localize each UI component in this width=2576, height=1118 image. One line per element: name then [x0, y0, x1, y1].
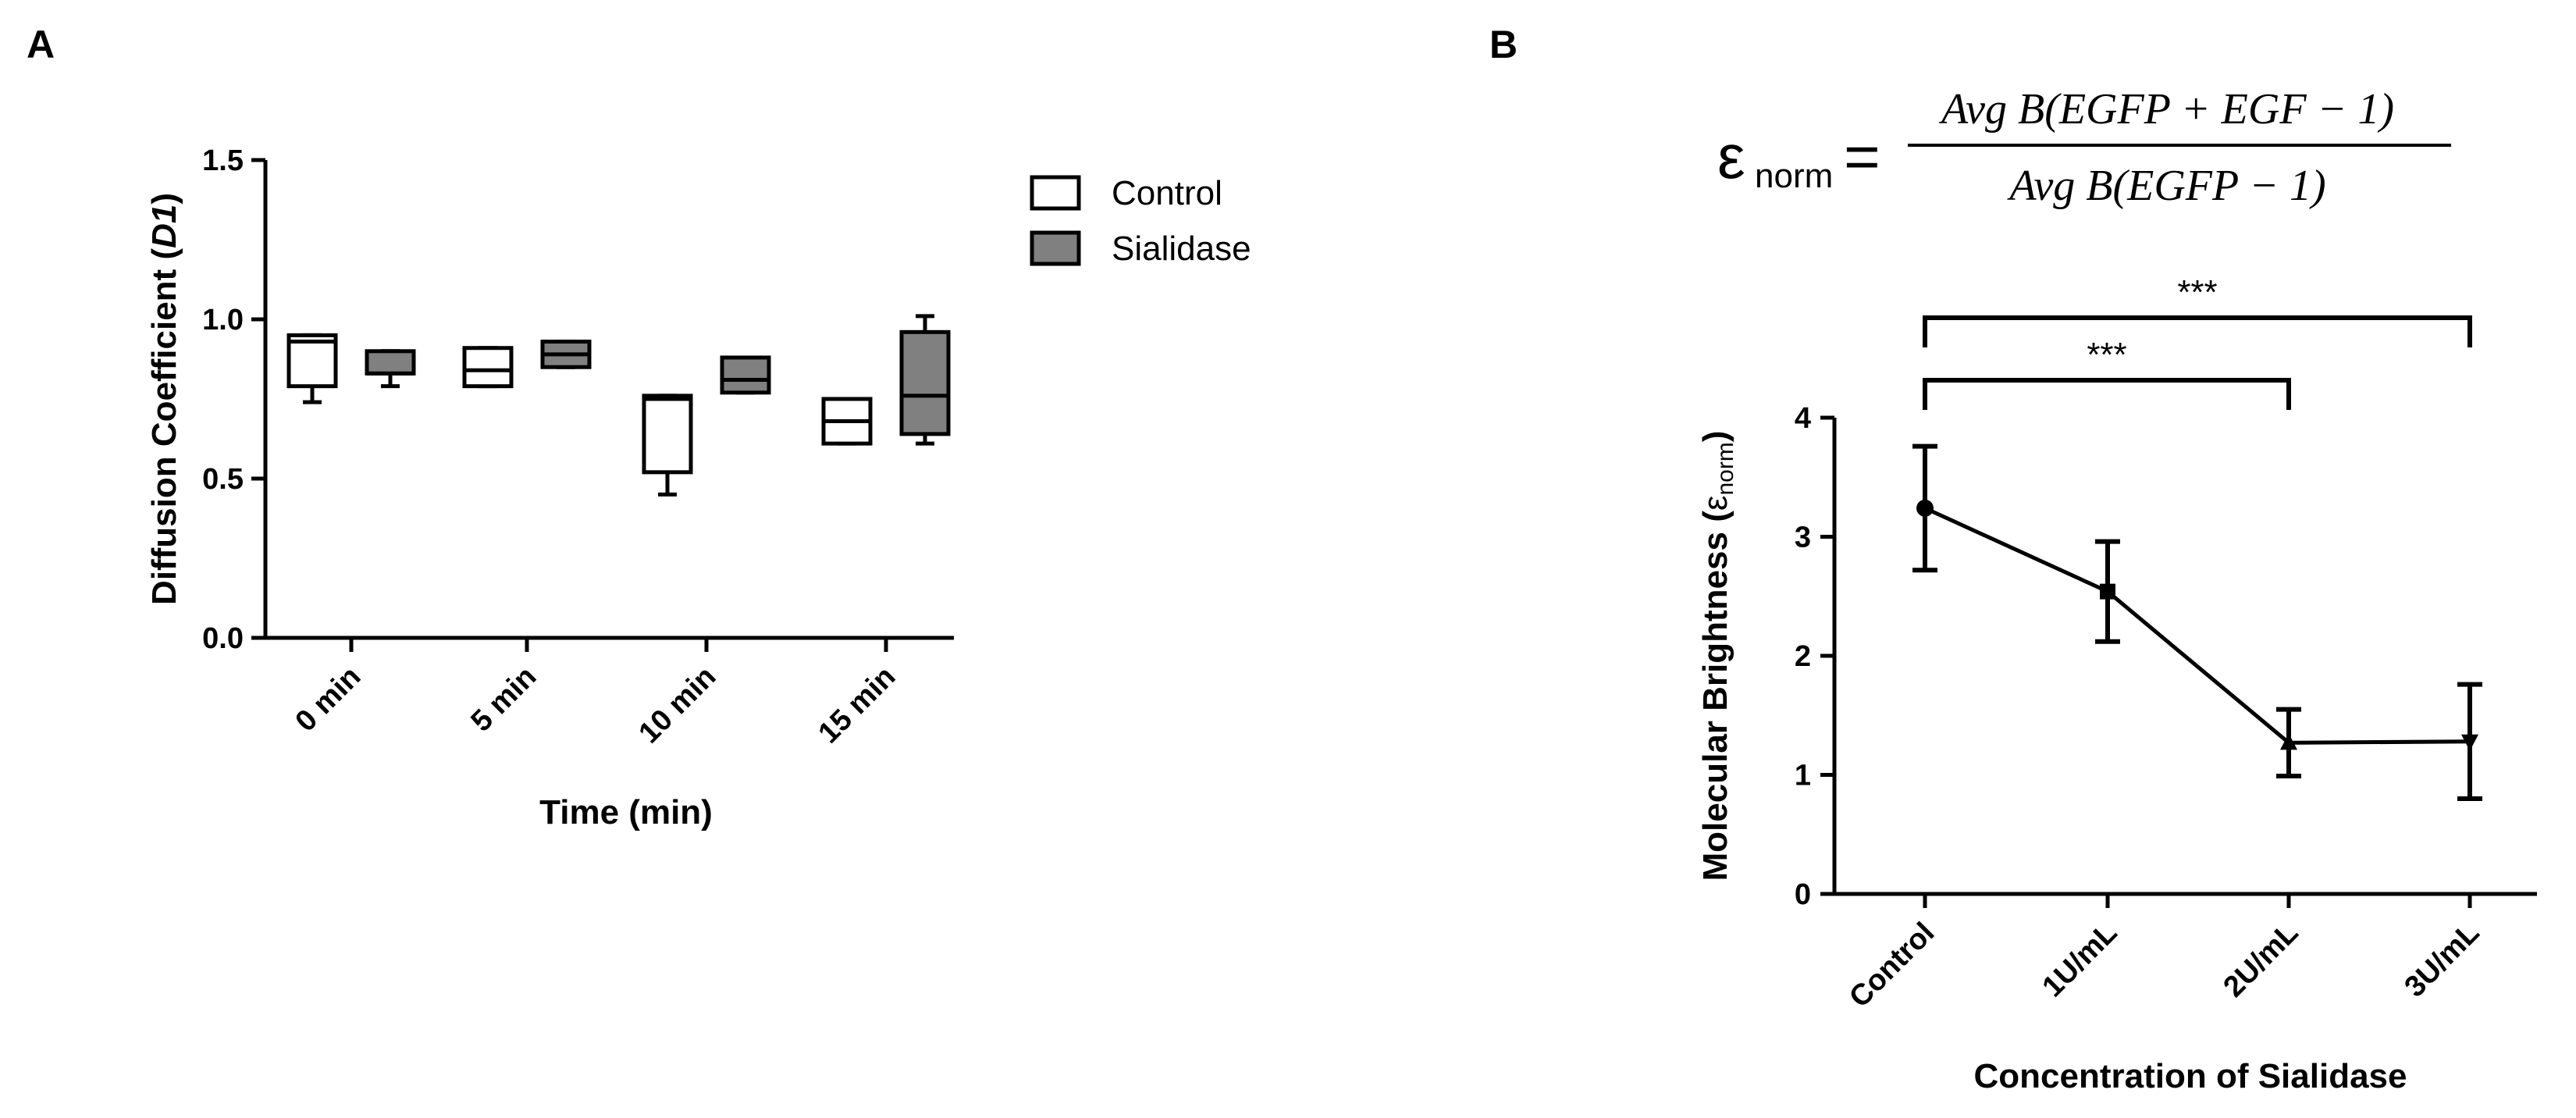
panel-a-x-ticks: 0 min 5 min 10 min 15 min: [289, 638, 902, 749]
significance-bracket-0: ***: [1923, 273, 2472, 347]
series-line: [1923, 506, 2471, 745]
y-tick-label: 3: [1795, 522, 1811, 554]
x-tick-label: 0 min: [289, 660, 367, 739]
y-tick-label: 1: [1795, 760, 1811, 792]
box-sialidase-3: [899, 314, 951, 446]
panel-a-y-ticks: 0.0 0.5 1.0 1.5: [202, 144, 265, 655]
marker-circle: [1916, 499, 1934, 517]
panel-label-b: B: [1489, 23, 1517, 66]
box-body: [286, 333, 338, 389]
equation-equals: =: [1844, 122, 1880, 191]
box-body: [720, 355, 771, 395]
marker-square: [2100, 583, 2115, 600]
box-control-1: [462, 346, 514, 389]
bracket-line: [1923, 378, 2291, 410]
marker-triangle-down: [2461, 734, 2478, 751]
panel-a-x-axis-title: Time (min): [539, 793, 713, 831]
significance-label: ***: [2177, 273, 2217, 312]
equation-epsilon-sub: norm: [1755, 157, 1833, 195]
panel-label-a: A: [27, 23, 55, 66]
significance-label: ***: [2087, 336, 2126, 374]
legend-swatch-control: [1030, 175, 1081, 211]
equation-epsilon: ε: [1717, 122, 1745, 191]
box-sialidase-0: [365, 349, 416, 389]
brightness-equation: ε norm = Avg B(EGFP + EGF − 1) Avg B(EGF…: [1717, 85, 2451, 210]
panel-b-x-ticks: Control 1U/mL 2U/mL 3U/mL: [1843, 894, 2485, 1014]
y-tick-label: 0.0: [202, 622, 244, 655]
panel-a-chart: 0.0 0.5 1.0 1.5 0 min 5 min 10 min 15 min Time…: [145, 144, 1251, 831]
panel-b-chart: *** *** 0 1 2 3 4 Control 1U/mL 2U/mL 3U/mL Conc…: [1696, 273, 2537, 1095]
x-tick-label: Control: [1843, 917, 1941, 1014]
panel-b-significance: *** ***: [1923, 273, 2472, 410]
box-sialidase-1: [540, 340, 592, 369]
box-body: [642, 393, 693, 475]
x-tick-label: 2U/mL: [2218, 917, 2305, 1004]
data-point-1: [2095, 539, 2120, 644]
y-tick-label: 0: [1795, 878, 1811, 911]
legend-label-sialidase: Sialidase: [1112, 230, 1251, 268]
significance-bracket-1: ***: [1923, 336, 2291, 410]
panel-a-y-axis-title: Diffusion Coefficient (D1): [145, 193, 183, 605]
panel-b-y-ticks: 0 1 2 3 4: [1795, 402, 1834, 911]
marker-triangle-up: [2280, 733, 2297, 750]
box-body: [899, 329, 951, 436]
legend-label-control: Control: [1112, 174, 1222, 212]
equation-denominator: Avg B(EGFP − 1): [2006, 162, 2325, 210]
x-tick-label: 5 min: [464, 660, 543, 739]
box-sialidase-2: [720, 355, 771, 395]
box-control-2: [642, 393, 693, 497]
panel-b-x-axis-title: Concentration of Sialidase: [1974, 1057, 2407, 1095]
data-point-2: [2276, 707, 2301, 779]
y-tick-label: 1.0: [202, 304, 244, 336]
box-body: [365, 349, 416, 376]
x-tick-label: 3U/mL: [2399, 917, 2486, 1004]
panel-a-boxes: [286, 314, 951, 497]
legend-swatch-sialidase: [1030, 230, 1081, 266]
panel-b-y-axis-title: Molecular Brightness (εnorm): [1696, 431, 1738, 881]
data-point-0: [1912, 443, 1937, 573]
box-body: [462, 346, 514, 389]
y-tick-label: 2: [1795, 640, 1811, 673]
y-tick-label: 4: [1795, 402, 1811, 435]
box-control-0: [286, 333, 338, 404]
panel-a-legend: Control Sialidase: [1030, 174, 1251, 268]
x-tick-label: 10 min: [633, 660, 723, 750]
data-point-3: [2457, 682, 2482, 801]
box-control-3: [821, 397, 873, 446]
x-tick-label: 15 min: [813, 660, 902, 750]
y-tick-label: 0.5: [202, 463, 244, 496]
equation-numerator: Avg B(EGFP + EGF − 1): [1938, 85, 2394, 134]
y-tick-label: 1.5: [202, 144, 244, 177]
x-tick-label: 1U/mL: [2037, 917, 2124, 1004]
panel-b-series: [1912, 443, 2482, 801]
bracket-line: [1923, 315, 2472, 347]
